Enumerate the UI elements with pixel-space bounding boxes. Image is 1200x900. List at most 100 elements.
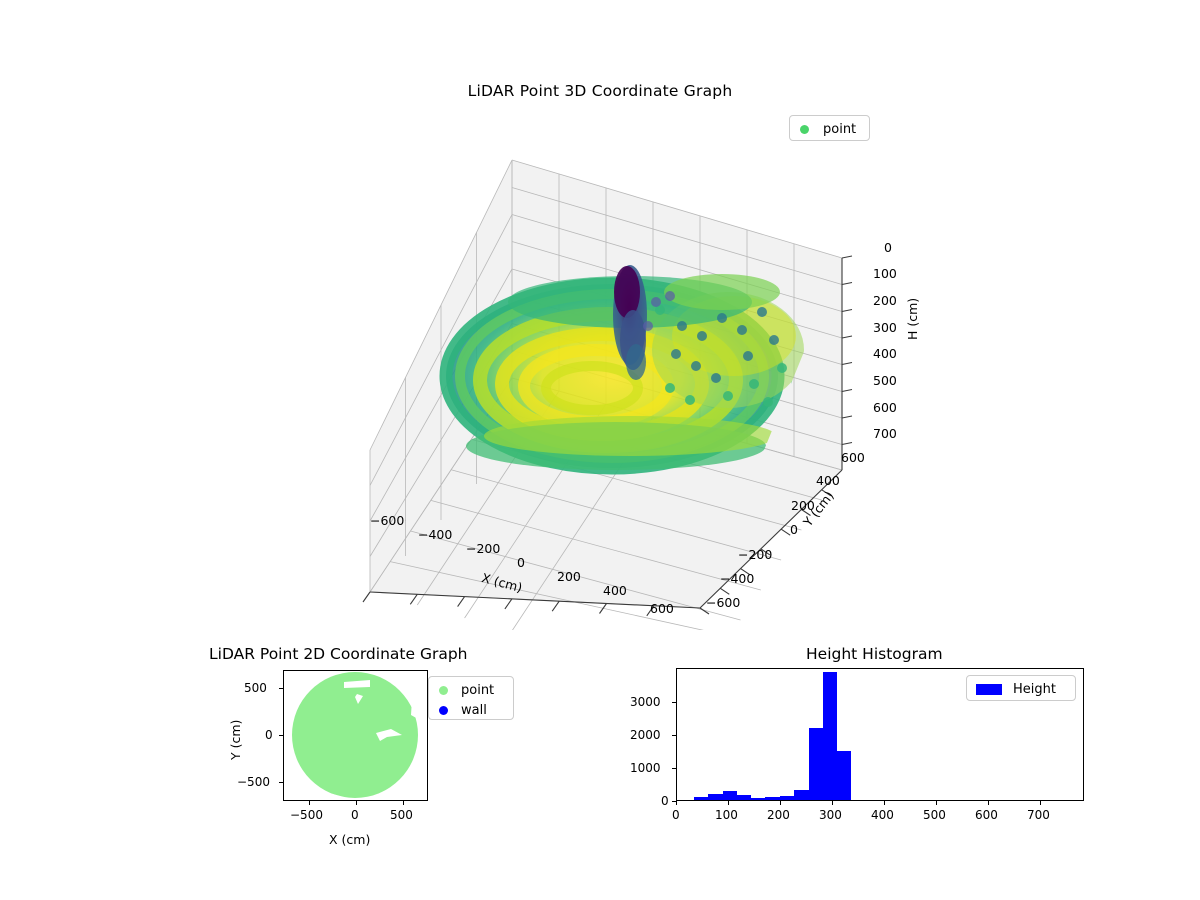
xh-tickmark-100 [728,801,729,805]
point-cloud-3d [439,265,804,475]
xh-tick-100: 100 [715,808,738,822]
height-swatch-icon [976,683,1002,695]
xh-tick-700: 700 [1027,808,1050,822]
x2-axis-label: X (cm) [329,832,371,847]
y2-tick-n500: −500 [237,775,270,789]
legend-2d-label-wall: wall [461,702,487,718]
x2-tickmark-0 [355,801,357,805]
x-tick-0: 0 [517,555,525,570]
histogram-bar [722,791,737,800]
y-tick-n600: −600 [706,595,741,610]
x-tick-200: 200 [557,569,581,584]
yh-tick-1000: 1000 [630,761,661,775]
panel-3d-title: LiDAR Point 3D Coordinate Graph [467,82,733,100]
x-tick-n200: −200 [466,541,501,556]
histogram-bars [677,669,1083,800]
histogram-bar [780,795,795,800]
yh-tick-0: 0 [661,794,669,808]
point-marker-icon [800,124,809,134]
histogram-bar [808,728,823,800]
yh-tickmark-3000 [672,701,676,703]
x2-tick-n500: −500 [290,808,323,822]
xh-tick-500: 500 [923,808,946,822]
x2-tickmark-500 [402,801,404,805]
x2-tick-0: 0 [351,808,359,822]
y-tick-400: 400 [816,473,840,488]
z-tick-200: 200 [873,293,897,308]
z-axis-label: H (cm) [905,297,920,340]
x-tick-600: 600 [650,601,674,616]
x-tick-n600: −600 [370,513,405,528]
panel-hist-title: Height Histogram [806,645,943,663]
yh-tick-3000: 3000 [630,695,661,709]
xh-tickmark-700 [1040,801,1041,805]
xh-tickmark-600 [988,801,989,805]
legend-2d-item-wall[interactable]: wall [435,700,507,720]
legend-3d-label-point: point [823,121,857,137]
yh-tickmark-0 [672,800,676,802]
histogram-bar [694,797,709,800]
histogram-bar [794,789,809,800]
xh-tickmark-0 [676,801,677,805]
y2-tickmark-500 [279,687,283,689]
z-tick-700: 700 [873,426,897,441]
yh-tickmark-1000 [672,767,676,769]
legend-3d-item-point[interactable]: point [796,119,863,139]
y-tick-0: 0 [790,522,798,537]
z-tickmarks [841,255,853,446]
lidar-2d-canvas [292,672,418,798]
histogram-bar [822,672,838,800]
x2-tick-500: 500 [390,808,413,822]
z-tick-400: 400 [873,346,897,361]
lidar-3d-axes[interactable] [330,140,910,630]
histogram-bar [751,798,766,800]
xh-tickmark-400 [884,801,885,805]
histogram-bar [708,793,723,800]
x2-tickmark-n500 [308,801,310,805]
legend-2d-item-point[interactable]: point [435,680,507,700]
y2-tick-500: 500 [244,681,267,695]
legend-hist-label-height: Height [1013,681,1056,697]
y2-axis-label: Y (cm) [228,719,243,760]
point-cloud-2d [292,672,418,798]
y-tickmarks [699,489,832,615]
z-tick-0: 0 [884,240,892,255]
y-tick-600: 600 [841,450,865,465]
y2-tickmark-0 [279,734,283,736]
y-tick-200: 200 [791,498,815,513]
wall-marker-icon [439,705,448,715]
x-tick-400: 400 [603,583,627,598]
z-tick-600: 600 [873,400,897,415]
y2-tick-0: 0 [265,728,273,742]
point-marker-icon [439,685,448,695]
histogram-bar [837,750,852,800]
y-tick-n200: −200 [738,547,773,562]
xh-tick-300: 300 [819,808,842,822]
histogram-bar [736,794,752,800]
xh-tickmark-500 [936,801,937,805]
xh-tick-400: 400 [871,808,894,822]
histogram-bar [765,796,781,800]
legend-hist-item-height[interactable]: Height [973,679,1069,699]
legend-histogram[interactable]: Height [966,675,1076,701]
legend-3d[interactable]: point [789,115,870,141]
yh-tick-2000: 2000 [630,728,661,742]
y2-tickmark-n500 [279,781,283,783]
y-tick-n400: −400 [720,571,755,586]
xh-tick-0: 0 [672,808,680,822]
xh-tickmark-300 [832,801,833,805]
xh-tick-200: 200 [767,808,790,822]
xh-tick-600: 600 [975,808,998,822]
xh-tickmark-200 [780,801,781,805]
x-tickmarks [362,591,655,617]
z-tick-300: 300 [873,320,897,335]
lidar-3d-canvas [362,159,853,630]
yh-tickmark-2000 [672,734,676,736]
lidar-2d-axes[interactable] [283,670,428,801]
x-tick-n400: −400 [418,527,453,542]
legend-2d[interactable]: point wall [428,676,514,720]
legend-2d-label-point: point [461,682,495,698]
panel-2d-title: LiDAR Point 2D Coordinate Graph [209,645,468,663]
z-tick-500: 500 [873,373,897,388]
